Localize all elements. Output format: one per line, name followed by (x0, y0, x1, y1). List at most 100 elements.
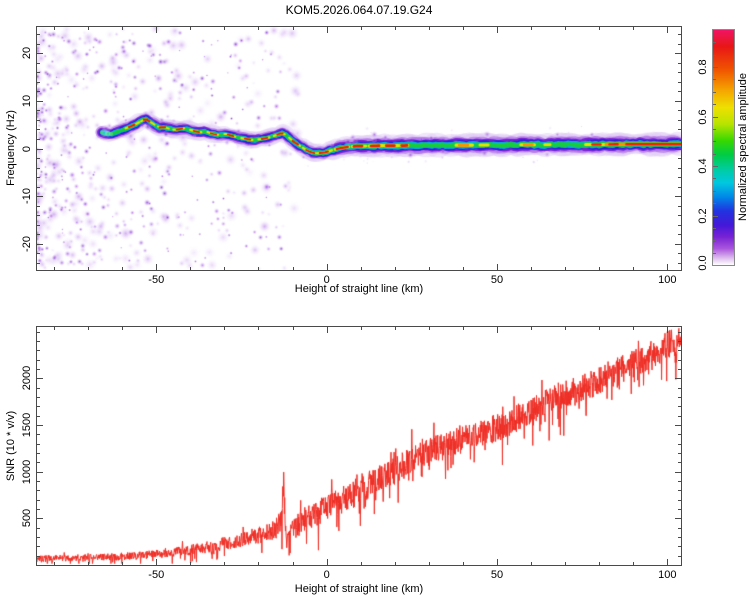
axis-tick (258, 327, 259, 330)
axis-tick (713, 79, 716, 80)
axis-tick (678, 72, 681, 73)
axis-tick (713, 92, 716, 93)
axis-tick (122, 327, 123, 330)
axis-tick (713, 42, 716, 43)
axis-tick (678, 120, 681, 121)
snr-ylabel: SNR (10 * v/v) (5, 410, 17, 482)
axis-tick (678, 453, 681, 454)
axis-tick (565, 327, 566, 330)
axis-tick (675, 101, 681, 102)
axis-tick (531, 562, 532, 565)
axis-tick (37, 253, 40, 254)
axis-tick (463, 27, 464, 30)
axis-tick (190, 327, 191, 330)
axis-tick (37, 481, 40, 482)
axis-tick (678, 350, 681, 351)
axis-tick (37, 509, 40, 510)
axis-tick (678, 110, 681, 111)
axis-tick (37, 187, 40, 188)
colorbar-tick-label: 0.2 (697, 207, 709, 224)
axis-tick (37, 244, 43, 245)
axis-tick (37, 444, 40, 445)
axis-tick (37, 537, 40, 538)
colorbar-label: Normalized spectral amplitude (737, 73, 749, 221)
snr-xlabel: Height of straight line (km) (294, 583, 424, 595)
axis-tick (678, 556, 681, 557)
axis-tick (678, 63, 681, 64)
axis-tick (429, 327, 430, 330)
axis-tick (156, 327, 157, 333)
axis-tick (122, 267, 123, 270)
axis-tick (678, 481, 681, 482)
axis-tick (678, 253, 681, 254)
axis-tick (599, 562, 600, 565)
axis-tick (190, 562, 191, 565)
axis-tick (678, 546, 681, 547)
axis-tick (599, 27, 600, 30)
axis-tick (327, 264, 328, 270)
axis-tick (678, 388, 681, 389)
axis-tick (599, 327, 600, 330)
y-tick-label: 1000 (21, 459, 33, 484)
axis-tick (678, 234, 681, 235)
axis-tick (37, 263, 40, 264)
spectrogram-xlabel: Height of straight line (km) (294, 283, 424, 295)
axis-tick (678, 444, 681, 445)
axis-tick (633, 27, 634, 30)
x-tick-label: 0 (323, 274, 330, 286)
y-tick-label: 10 (21, 94, 33, 107)
axis-tick (497, 27, 498, 33)
axis-tick (675, 378, 681, 379)
axis-tick (327, 559, 328, 565)
x-tick-label: 50 (490, 274, 504, 286)
axis-tick (678, 82, 681, 83)
axis-tick (37, 369, 40, 370)
x-tick-label: 100 (658, 569, 677, 581)
axis-tick (463, 562, 464, 565)
axis-tick (37, 434, 40, 435)
axis-tick (675, 518, 681, 519)
axis-tick (224, 562, 225, 565)
axis-tick (713, 178, 716, 179)
axis-tick (497, 559, 498, 565)
axis-tick (190, 267, 191, 270)
axis-tick (54, 267, 55, 270)
axis-tick (713, 55, 716, 56)
axis-tick (395, 27, 396, 30)
axis-tick (675, 53, 681, 54)
figure-title: KOM5.2026.064.07.19.G24 (285, 3, 433, 17)
axis-tick (497, 327, 498, 333)
axis-tick (678, 537, 681, 538)
axis-tick (678, 139, 681, 140)
axis-tick (678, 177, 681, 178)
axis-tick (37, 82, 40, 83)
axis-tick (37, 556, 40, 557)
axis-tick (395, 267, 396, 270)
spectrogram-canvas (37, 27, 681, 270)
axis-tick (293, 27, 294, 30)
axis-tick (37, 378, 43, 379)
axis-tick (37, 546, 40, 547)
axis-tick (667, 27, 668, 33)
axis-tick (678, 416, 681, 417)
axis-tick (675, 196, 681, 197)
axis-tick (37, 196, 43, 197)
axis-tick (37, 453, 40, 454)
axis-tick (599, 267, 600, 270)
axis-tick (37, 206, 40, 207)
axis-tick (37, 425, 43, 426)
axis-tick (395, 327, 396, 330)
axis-tick (713, 117, 718, 118)
axis-tick (88, 267, 89, 270)
axis-tick (565, 27, 566, 30)
axis-tick (37, 139, 40, 140)
axis-tick (565, 267, 566, 270)
axis-tick (667, 327, 668, 333)
axis-tick (429, 27, 430, 30)
axis-tick (497, 264, 498, 270)
axis-tick (37, 500, 40, 501)
axis-tick (156, 559, 157, 565)
axis-tick (37, 360, 40, 361)
axis-tick (37, 149, 43, 150)
